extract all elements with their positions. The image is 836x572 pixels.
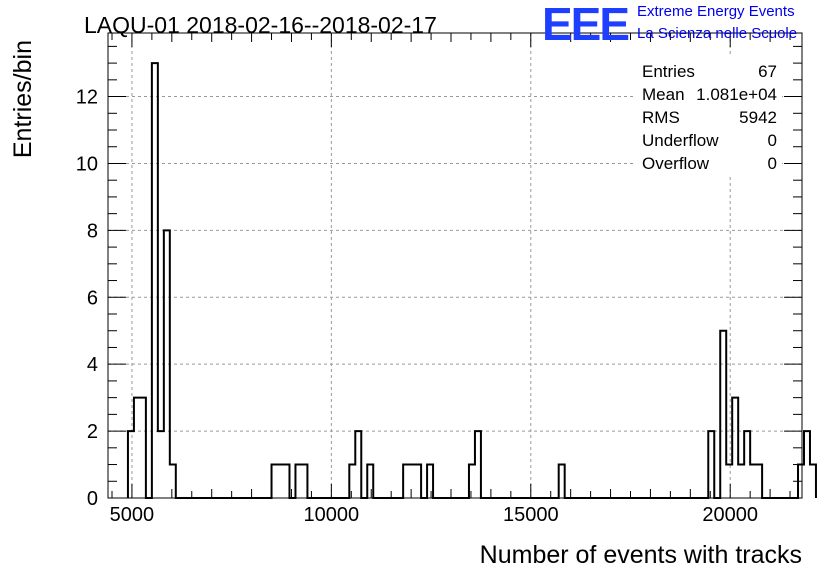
x-tick-labels: 5000 10000 15000 20000 <box>110 504 758 526</box>
x-tick-label: 15000 <box>503 504 559 526</box>
axis-ticks <box>108 33 802 499</box>
logo-text-line2: La Scienza nelle Scuole <box>637 25 798 42</box>
stats-box: Entries 67 Mean 1.081e+04 RMS 5942 Under… <box>642 62 777 173</box>
x-axis-label: Number of events with tracks <box>480 541 802 569</box>
stats-value-mean: 1.081e+04 <box>696 85 777 104</box>
y-tick-label: 4 <box>87 354 98 376</box>
x-tick-label: 20000 <box>702 504 758 526</box>
x-tick-label: 5000 <box>110 504 155 526</box>
stats-label-overflow: Overflow <box>642 154 710 173</box>
histogram-series-line <box>126 62 817 499</box>
stats-label-mean: Mean <box>642 85 685 104</box>
y-tick-label: 2 <box>87 421 98 443</box>
y-tick-label: 0 <box>87 488 98 510</box>
stats-value-entries: 67 <box>758 62 777 81</box>
logo-text-line1: Extreme Energy Events <box>637 3 795 20</box>
x-tick-label: 10000 <box>304 504 360 526</box>
stats-label-entries: Entries <box>642 62 695 81</box>
stats-label-rms: RMS <box>642 108 680 127</box>
y-tick-label: 8 <box>87 220 98 242</box>
y-tick-labels: 0 2 4 6 8 10 12 <box>76 87 98 510</box>
stats-value-rms: 5942 <box>739 108 777 127</box>
y-axis-label: Entries/bin <box>9 40 37 158</box>
y-tick-label: 12 <box>76 87 98 109</box>
chart-title: LAQU-01 2018-02-16--2018-02-17 <box>84 12 437 38</box>
stats-box-background <box>636 55 782 175</box>
y-tick-label: 10 <box>76 153 98 175</box>
stats-value-overflow: 0 <box>768 154 777 173</box>
eee-logo-mark: EEE <box>542 0 630 50</box>
stats-label-underflow: Underflow <box>642 131 719 150</box>
y-tick-label: 6 <box>87 287 98 309</box>
stats-value-underflow: 0 <box>768 131 777 150</box>
